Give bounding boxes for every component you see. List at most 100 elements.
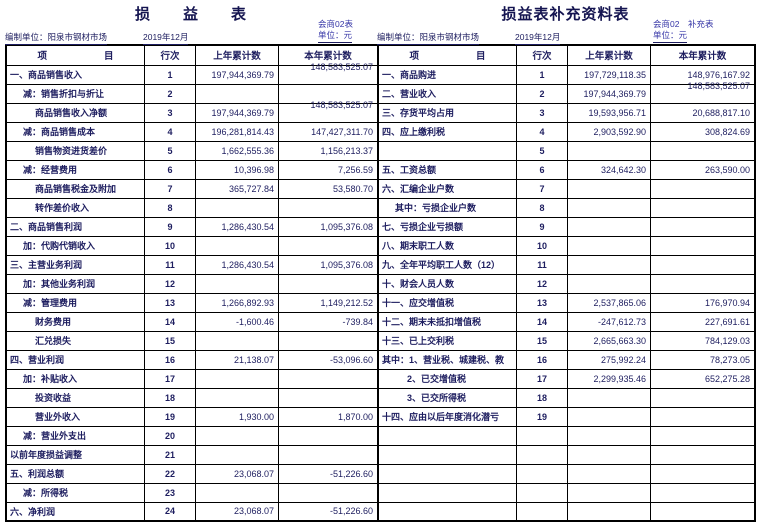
table-row: 加：代购代销收入 10 [5, 235, 379, 256]
row-line-number: 4 [516, 121, 568, 142]
row-item-label [377, 140, 517, 161]
row-line-number: 16 [516, 349, 568, 370]
table-header-row: 项 目 行次 上年累计数 本年累计数 [377, 44, 756, 66]
row-item-label [377, 463, 517, 484]
row-item-label: 投资收益 [5, 387, 145, 408]
row-prev-year-value [567, 178, 651, 199]
row-item-label: 减：销售折扣与折让 [5, 83, 145, 104]
row-line-number [516, 482, 568, 503]
row-line-number: 2 [144, 83, 196, 104]
row-item-label: 其中：亏损企业户数 [377, 197, 517, 218]
row-item-label: 八、期末职工人数 [377, 235, 517, 256]
row-line-number: 13 [516, 292, 568, 313]
row-item-label [377, 501, 517, 522]
row-line-number: 1 [516, 64, 568, 85]
row-line-number: 1 [144, 64, 196, 85]
row-curr-year-value: 1,095,376.08 [278, 254, 379, 275]
row-item-label: 六、净利润 [5, 501, 145, 522]
row-item-label: 七、亏损企业亏损额 [377, 216, 517, 237]
row-prev-year-value: 197,944,369.79 [567, 83, 651, 104]
row-prev-year-value [195, 83, 279, 104]
row-prev-year-value: -247,612.73 [567, 311, 651, 332]
row-curr-year-value [278, 387, 379, 408]
row-curr-year-value [650, 482, 756, 503]
row-item-label: 减：商品销售成本 [5, 121, 145, 142]
row-line-number: 7 [144, 178, 196, 199]
row-line-number: 13 [144, 292, 196, 313]
row-curr-year-value [650, 197, 756, 218]
row-line-number: 12 [144, 273, 196, 294]
row-curr-year-value: 1,156,213.37 [278, 140, 379, 161]
row-line-number [516, 444, 568, 465]
row-prev-year-value [195, 235, 279, 256]
table-row: 四、应上缴利税 4 2,903,592.90 308,824.69 [377, 121, 756, 142]
row-prev-year-value [567, 463, 651, 484]
row-prev-year-value: 23,068.07 [195, 501, 279, 522]
table-row: 加：其他业务利润 12 [5, 273, 379, 294]
row-item-label: 一、商品购进 [377, 64, 517, 85]
row-item-label: 五、工资总额 [377, 159, 517, 180]
row-item-label [377, 482, 517, 503]
row-prev-year-value: 197,944,369.79 [195, 102, 279, 123]
row-curr-year-value [650, 425, 756, 446]
table-row: 六、汇编企业户数 7 [377, 178, 756, 199]
supplementary-statement: 损益表补充资料表 编制单位：阳泉市钢材市场 2019年12月 会商02 补充表 … [377, 0, 756, 528]
row-prev-year-value [567, 140, 651, 161]
row-line-number: 2 [516, 83, 568, 104]
row-prev-year-value [567, 235, 651, 256]
table-row: 七、亏损企业亏损额 9 [377, 216, 756, 237]
table-row: 三、存货平均占用 3 19,593,956.71 20,688,817.10 [377, 102, 756, 123]
row-curr-year-value [650, 463, 756, 484]
row-item-label: 减：经营费用 [5, 159, 145, 180]
row-item-label: 三、存货平均占用 [377, 102, 517, 123]
table-row: 5 [377, 140, 756, 161]
row-item-label: 商品销售税金及附加 [5, 178, 145, 199]
row-line-number: 23 [144, 482, 196, 503]
row-item-label: 二、商品销售利润 [5, 216, 145, 237]
row-line-number: 3 [516, 102, 568, 123]
row-prev-year-value: 324,642.30 [567, 159, 651, 180]
row-curr-year-value: 652,275.28 [650, 368, 756, 389]
row-curr-year-value [650, 444, 756, 465]
header-prev-year: 上年累计数 [195, 44, 279, 66]
row-curr-year-value [650, 235, 756, 256]
row-prev-year-value: 275,992.24 [567, 349, 651, 370]
form-code-label: 会商02表 [318, 19, 353, 29]
row-prev-year-value [195, 425, 279, 446]
row-item-label: 四、应上缴利税 [377, 121, 517, 142]
row-line-number [516, 425, 568, 446]
row-prev-year-value [195, 482, 279, 503]
row-prev-year-value: 10,396.98 [195, 159, 279, 180]
row-line-number: 6 [144, 159, 196, 180]
row-prev-year-value: 23,068.07 [195, 463, 279, 484]
row-prev-year-value [195, 330, 279, 351]
header-line-no: 行次 [516, 44, 568, 66]
row-item-label: 六、汇编企业户数 [377, 178, 517, 199]
row-item-label: 三、主营业务利润 [5, 254, 145, 275]
row-line-number [516, 501, 568, 522]
row-line-number: 6 [516, 159, 568, 180]
prepared-by-label: 编制单位：阳泉市钢材市场 [5, 31, 108, 45]
row-item-label: 转作差价收入 [5, 197, 145, 218]
header-prev-year: 上年累计数 [567, 44, 651, 66]
table-row: 二、营业收入 2 197,944,369.79 148,583,525.07 [377, 81, 756, 104]
table-row [377, 463, 756, 484]
row-prev-year-value [567, 425, 651, 446]
row-curr-year-value [278, 273, 379, 294]
row-prev-year-value: 197,729,118.35 [567, 64, 651, 85]
row-item-label [377, 444, 517, 465]
row-prev-year-value [567, 444, 651, 465]
row-line-number: 24 [144, 501, 196, 522]
row-prev-year-value: -1,600.46 [195, 311, 279, 332]
table-row: 减：经营费用 6 10,396.98 7,256.59 [5, 159, 379, 180]
row-item-label: 减：管理费用 [5, 292, 145, 313]
row-item-label: 汇兑损失 [5, 330, 145, 351]
table-row: 九、全年平均职工人数（12） 11 [377, 254, 756, 275]
row-item-label: 十一、应交增值税 [377, 292, 517, 313]
row-curr-year-value: 176,970.94 [650, 292, 756, 313]
table-row: 2、已交增值税 17 2,299,935.46 652,275.28 [377, 368, 756, 389]
row-prev-year-value: 1,286,430.54 [195, 216, 279, 237]
row-line-number: 12 [516, 273, 568, 294]
row-curr-year-value [650, 140, 756, 161]
row-item-label: 财务费用 [5, 311, 145, 332]
